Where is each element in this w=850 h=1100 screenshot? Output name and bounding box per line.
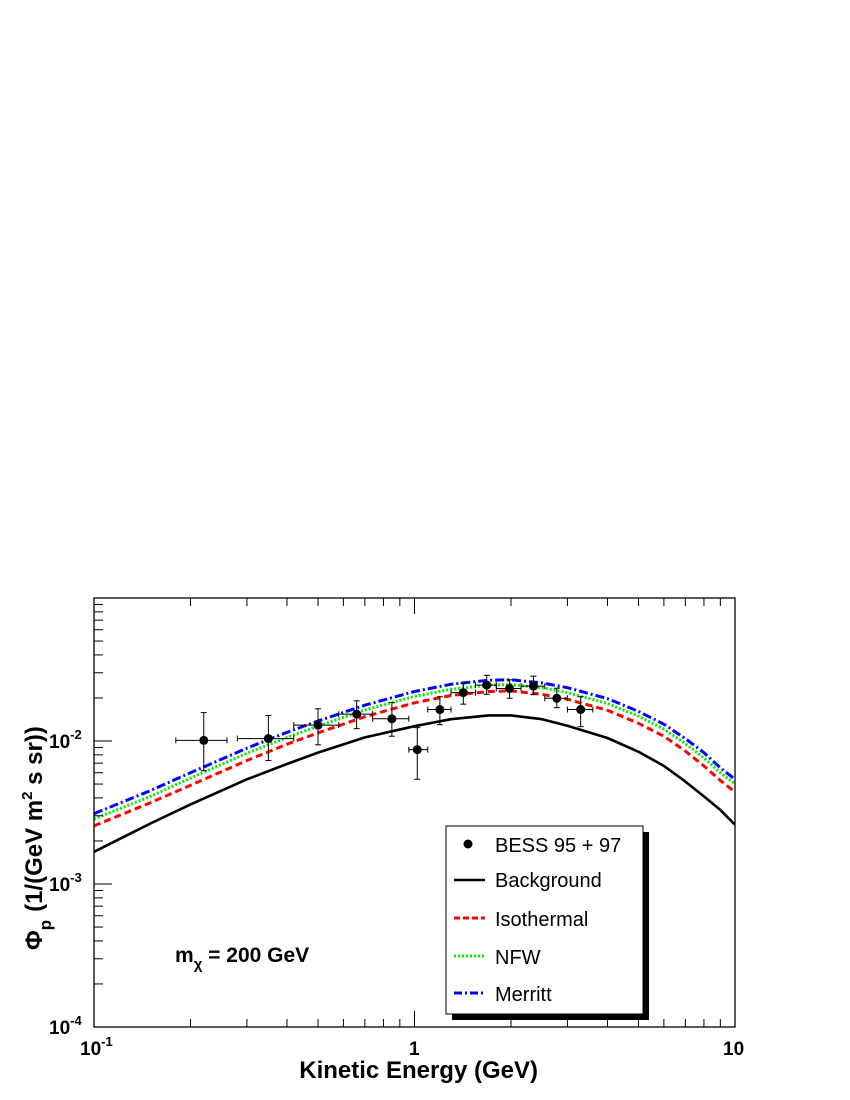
y-tick-label-1e-2: 10-2 — [49, 727, 82, 753]
data-point — [175, 712, 228, 772]
legend-label-isothermal: Isothermal — [495, 909, 588, 931]
data-marker — [352, 709, 362, 719]
data-points-group — [175, 674, 594, 780]
data-point — [495, 679, 522, 699]
data-point — [427, 696, 452, 726]
y-axis-title: Φp(1/(GeV m2 s sr)) — [19, 726, 55, 950]
data-marker — [528, 681, 538, 691]
data-point — [520, 675, 546, 696]
data-point — [372, 701, 410, 737]
data-point — [566, 696, 594, 728]
data-marker — [505, 683, 515, 693]
data-point — [475, 674, 497, 695]
data-marker — [263, 734, 273, 744]
data-marker — [482, 680, 492, 690]
data-marker — [199, 735, 209, 745]
x-tick-label-10: 10 — [723, 1039, 744, 1060]
legend-label-background: Background — [495, 870, 602, 892]
legend-label-bess: BESS 95 + 97 — [495, 835, 621, 857]
x-tick-label-1: 1 — [409, 1039, 420, 1060]
legend-label-nfw: NFW — [495, 947, 541, 969]
data-point — [450, 682, 477, 705]
data-point — [293, 708, 340, 746]
series-line-merritt — [94, 678, 735, 816]
legend-marker-bess — [463, 839, 473, 849]
data-marker — [313, 720, 323, 730]
data-point — [338, 700, 374, 730]
x-axis-title: Kinetic Energy (GeV) — [299, 1057, 538, 1084]
data-point — [544, 687, 568, 709]
series-line-isothermal — [94, 689, 735, 828]
y-tick-label-1e-3: 10-3 — [49, 870, 82, 896]
legend: BESS 95 + 97 Background Isothermal NFW M… — [445, 825, 649, 1020]
data-marker — [435, 705, 445, 715]
x-tick-label-0.1: 10-1 — [80, 1034, 113, 1060]
y-tick-label-1e-4: 10-4 — [49, 1013, 82, 1039]
legend-label-merritt: Merritt — [495, 984, 552, 1006]
data-point — [236, 714, 295, 762]
series-line-background — [94, 714, 735, 853]
svg-text:Φp(1/(GeV m2 s sr)): Φp(1/(GeV m2 s sr)) — [19, 726, 55, 950]
data-point — [408, 727, 429, 780]
series-group — [94, 678, 735, 853]
data-marker — [576, 705, 586, 715]
series-line-nfw — [94, 683, 735, 821]
data-marker — [412, 745, 422, 755]
data-marker — [458, 688, 468, 698]
data-marker — [387, 714, 397, 724]
mass-annotation: mχ = 200 GeV — [175, 944, 309, 973]
data-marker — [552, 693, 562, 703]
legend-box — [445, 825, 644, 1015]
axis-ticks — [93, 598, 721, 1028]
